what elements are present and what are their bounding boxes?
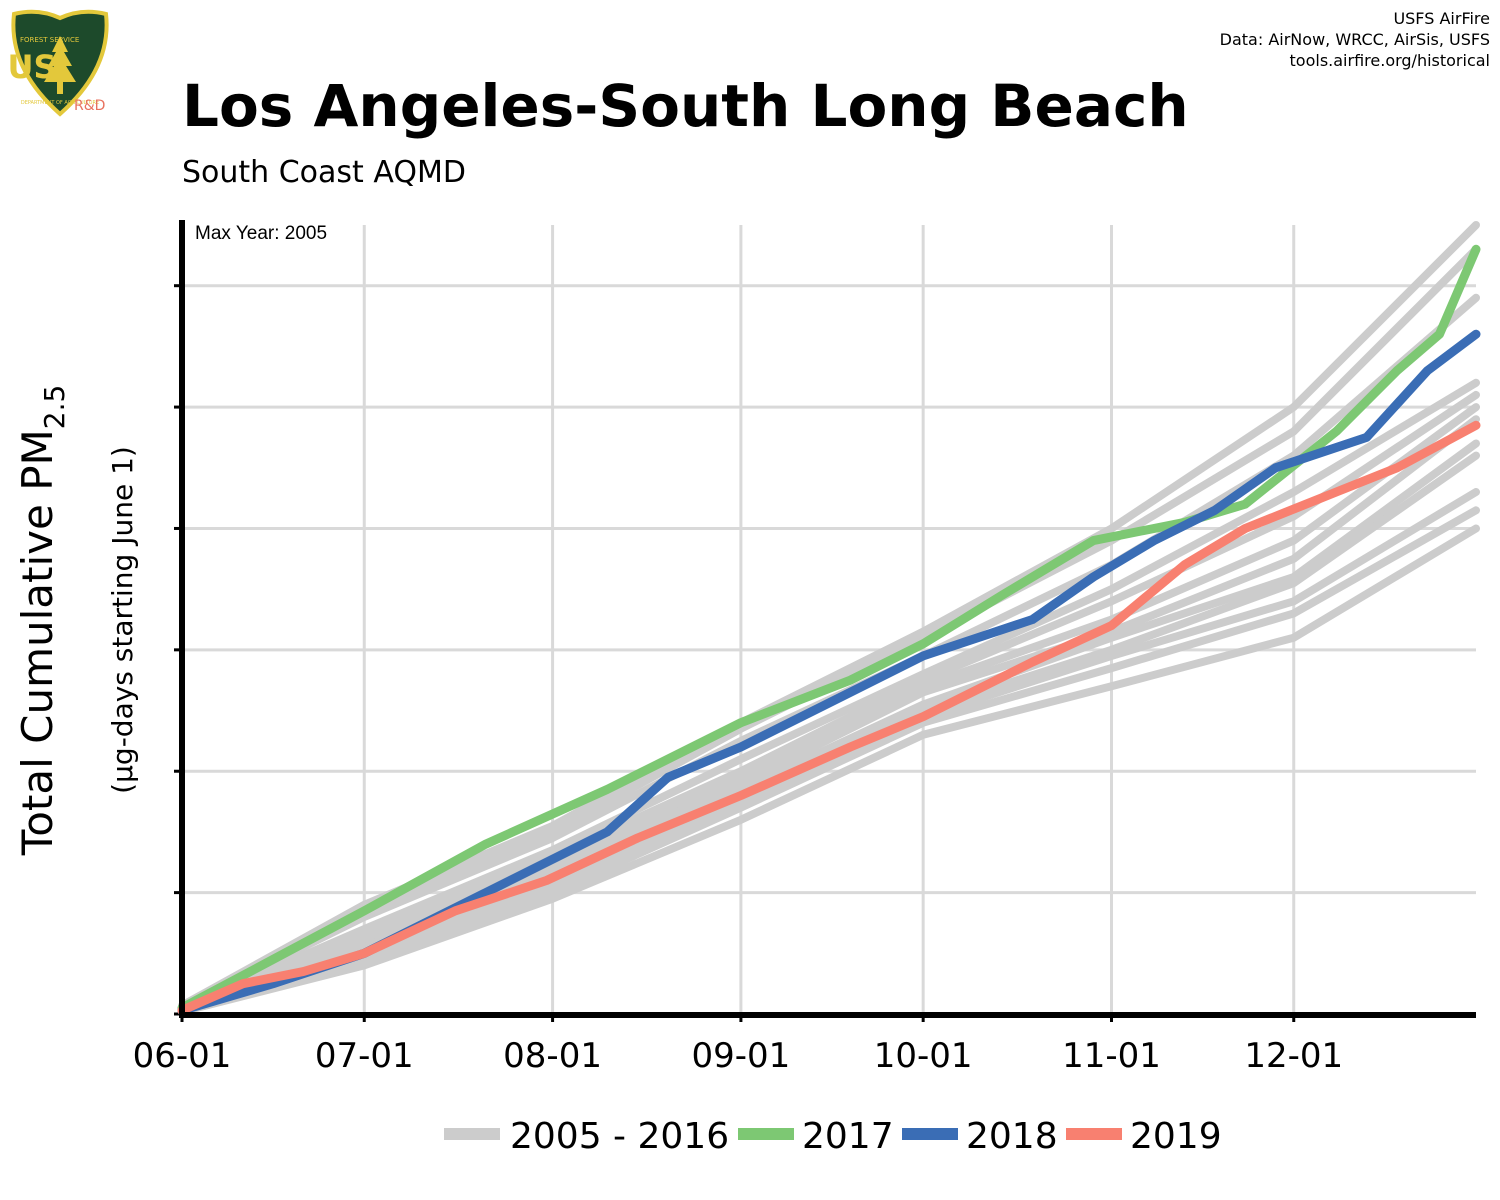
x-tick-label: 07-01 <box>315 1036 414 1076</box>
legend-label: 2005 - 2016 <box>510 1116 729 1157</box>
series-line-history <box>178 378 1480 1012</box>
series-line-history <box>178 524 1480 1016</box>
credit-line: USFS AirFire <box>1393 9 1490 28</box>
y-axis-units: (µg-days starting June 1) <box>106 446 139 794</box>
series-line-2017 <box>177 244 1481 1013</box>
logo-bottom-text: DEPARTMENT OF AGRICULTURE <box>21 100 99 106</box>
series-line-history <box>178 506 1480 1016</box>
x-tick-label: 06-01 <box>133 1036 232 1076</box>
legend-label: 2018 <box>966 1116 1058 1157</box>
logo-top-text: FOREST SERVICE <box>20 36 79 44</box>
x-tick-label: 10-01 <box>874 1036 973 1076</box>
credit-line: tools.airfire.org/historical <box>1289 51 1490 70</box>
series-line-2019 <box>177 420 1481 1015</box>
series-line-history <box>178 403 1480 1014</box>
legend-label: 2019 <box>1130 1116 1222 1157</box>
x-tick-label: 11-01 <box>1062 1036 1161 1076</box>
logo-letter-u: US <box>8 48 57 86</box>
logo-tag: R&D <box>74 98 106 114</box>
forest-service-shield-icon: US FOREST SERVICE DEPARTMENT OF AGRICULT… <box>8 9 109 117</box>
x-tick-label: 12-01 <box>1244 1036 1343 1076</box>
credits: USFS AirFire Data: AirNow, WRCC, AirSis,… <box>1220 8 1490 71</box>
credit-line: Data: AirNow, WRCC, AirSis, USFS <box>1219 30 1490 49</box>
x-tick-label: 08-01 <box>503 1036 602 1076</box>
chart-subtitle: South Coast AQMD <box>182 155 466 190</box>
y-axis-label: Total Cumulative PM2.5 <box>13 385 71 857</box>
series-line-history <box>178 390 1480 1014</box>
max-year-annotation: Max Year: 2005 <box>195 223 327 244</box>
legend-label: 2017 <box>802 1116 894 1157</box>
x-tick-label: 09-01 <box>692 1036 791 1076</box>
chart-title: Los Angeles-South Long Beach <box>182 72 1189 140</box>
